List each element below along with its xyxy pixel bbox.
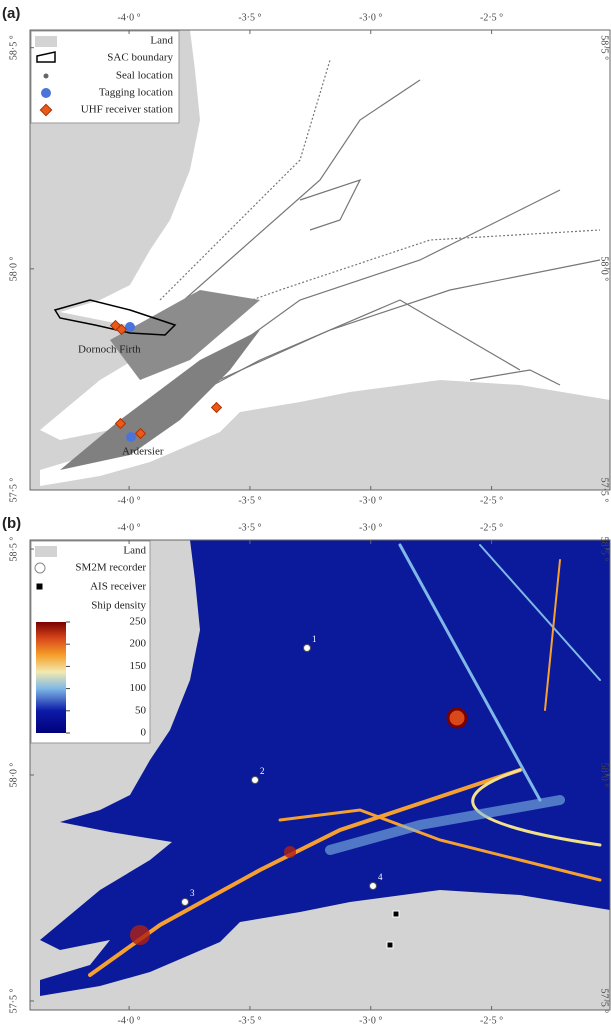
y-tick-label: 58·5 ° xyxy=(599,537,610,562)
colorbar-tick-label: 150 xyxy=(130,660,147,672)
x-tick-label: -2·5 ° xyxy=(480,522,503,533)
x-tick-label: -3·0 ° xyxy=(359,522,382,533)
legend-label: Tagging location xyxy=(99,87,174,99)
x-tick-label: -2·5 ° xyxy=(480,1015,503,1026)
legend-label: SAC boundary xyxy=(107,52,173,64)
frame-a xyxy=(29,29,611,491)
place-label: Ardersier xyxy=(122,446,164,458)
x-tick-label: -2·5 ° xyxy=(480,12,503,23)
x-tick-label: -4·0 ° xyxy=(117,1015,140,1026)
colorbar-tick-label: 50 xyxy=(135,704,147,716)
y-tick-label: 58·5 ° xyxy=(8,35,19,60)
legend-label: Land xyxy=(123,545,146,557)
y-tick-label: 57·5 ° xyxy=(599,989,610,1014)
x-tick-label: -3·5 ° xyxy=(238,1015,261,1026)
station-label: 1 xyxy=(312,634,317,644)
y-tick-label: 58·0 ° xyxy=(8,763,19,788)
colorbar-tick-label: 200 xyxy=(130,638,147,650)
station-label: 2 xyxy=(260,766,265,776)
colorbar-tick-label: 250 xyxy=(130,616,147,628)
y-tick-label: 57·5 ° xyxy=(599,478,610,503)
station-label: 3 xyxy=(190,888,195,898)
panel-label: (a) xyxy=(2,5,20,22)
x-tick-label: -3·5 ° xyxy=(238,522,261,533)
y-tick-label: 58·0 ° xyxy=(8,256,19,281)
station-label: 4 xyxy=(378,872,383,882)
y-tick-label: 58·5 ° xyxy=(599,35,610,60)
legend-label: Seal location xyxy=(116,70,174,82)
x-tick-label: -3·0 ° xyxy=(359,12,382,23)
legend-label: Ship density xyxy=(91,600,146,612)
legend-label: SM2M recorder xyxy=(75,562,146,574)
x-tick-label: -4·0 ° xyxy=(117,12,140,23)
y-tick-label: 58·5 ° xyxy=(8,537,19,562)
x-tick-label: -4·0 ° xyxy=(117,495,140,506)
map-a xyxy=(30,30,610,490)
legend-label: Land xyxy=(150,35,173,47)
y-tick-label: 57·5 ° xyxy=(8,478,19,503)
colorbar-tick-label: 100 xyxy=(130,682,147,694)
y-tick-label: 58·0 ° xyxy=(599,763,610,788)
x-tick-label: -3·0 ° xyxy=(359,495,382,506)
x-tick-label: -4·0 ° xyxy=(117,522,140,533)
x-tick-label: -3·0 ° xyxy=(359,1015,382,1026)
legend-label: UHF receiver station xyxy=(81,104,174,116)
y-tick-label: 58·0 ° xyxy=(599,256,610,281)
x-tick-label: -3·5 ° xyxy=(238,495,261,506)
x-tick-label: -2·5 ° xyxy=(480,495,503,506)
colorbar xyxy=(36,622,66,733)
place-label: Dornoch Firth xyxy=(78,344,141,356)
legend-label: AIS receiver xyxy=(90,581,146,593)
y-tick-label: 57·5 ° xyxy=(8,989,19,1014)
x-tick-label: -3·5 ° xyxy=(238,12,261,23)
colorbar-tick-label: 0 xyxy=(141,727,147,739)
panel-label: (b) xyxy=(2,515,21,532)
